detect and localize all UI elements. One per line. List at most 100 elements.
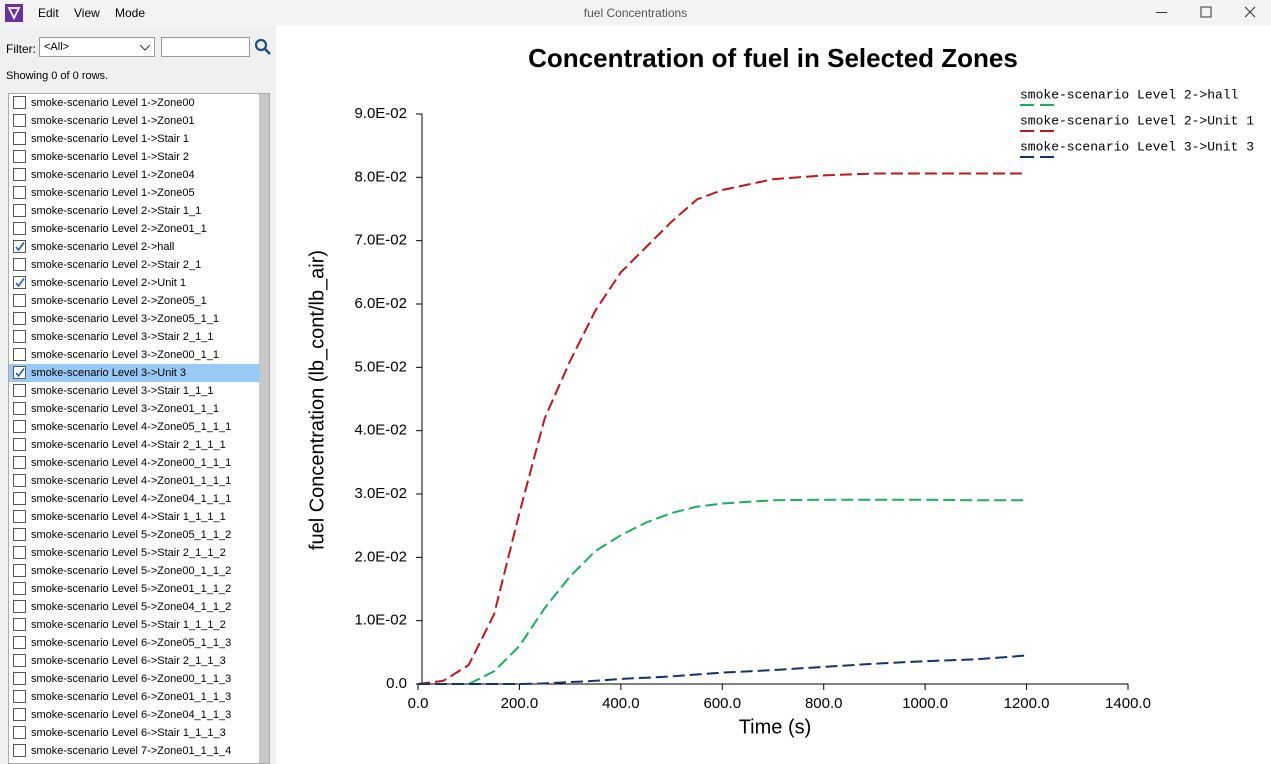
y-tick-label: 1.0E-02 <box>354 612 407 629</box>
list-row[interactable]: smoke-scenario Level 2->Zone01_1 <box>9 220 260 238</box>
checkbox[interactable] <box>13 240 26 253</box>
list-row[interactable]: smoke-scenario Level 1->Zone00 <box>9 94 260 112</box>
checkbox[interactable] <box>13 726 26 739</box>
list-row[interactable]: smoke-scenario Level 1->Zone01 <box>9 112 260 130</box>
row-label: smoke-scenario Level 5->Zone04_1_1_2 <box>31 601 232 613</box>
list-row[interactable]: smoke-scenario Level 2->Zone05_1 <box>9 292 260 310</box>
list-row[interactable]: smoke-scenario Level 6->Stair 1_1_1_3 <box>9 724 260 742</box>
checkbox[interactable] <box>13 96 26 109</box>
checkbox[interactable] <box>13 564 26 577</box>
checkbox[interactable] <box>13 636 26 649</box>
row-label: smoke-scenario Level 6->Zone05_1_1_3 <box>31 637 232 649</box>
checkbox[interactable] <box>13 402 26 415</box>
checkbox[interactable] <box>13 186 26 199</box>
row-label: smoke-scenario Level 1->Stair 2 <box>31 151 190 163</box>
maximize-button[interactable] <box>1200 6 1212 18</box>
list-row[interactable]: smoke-scenario Level 3->Stair 2_1_1 <box>9 328 260 346</box>
list-row[interactable]: smoke-scenario Level 3->Stair 1_1_1 <box>9 382 260 400</box>
checkbox[interactable] <box>13 384 26 397</box>
list-row[interactable]: smoke-scenario Level 6->Zone04_1_1_3 <box>9 706 260 724</box>
checkbox[interactable] <box>13 456 26 469</box>
close-button[interactable] <box>1244 6 1256 18</box>
y-tick-label: 8.0E-02 <box>354 168 407 185</box>
checkbox[interactable] <box>13 708 26 721</box>
checkbox[interactable] <box>13 348 26 361</box>
checkbox[interactable] <box>13 582 26 595</box>
list-row[interactable]: smoke-scenario Level 2->Stair 2_1 <box>9 256 260 274</box>
list-row[interactable]: smoke-scenario Level 5->Zone01_1_1_2 <box>9 580 260 598</box>
checkbox[interactable] <box>13 330 26 343</box>
menu-item[interactable]: Mode <box>115 6 146 20</box>
list-row[interactable]: smoke-scenario Level 5->Zone05_1_1_2 <box>9 526 260 544</box>
list-row[interactable]: smoke-scenario Level 1->Stair 1 <box>9 130 260 148</box>
checkbox[interactable] <box>13 672 26 685</box>
list-row[interactable]: smoke-scenario Level 4->Zone05_1_1_1 <box>9 418 260 436</box>
list-row[interactable]: smoke-scenario Level 2->Stair 1_1 <box>9 202 260 220</box>
y-tick-label: 6.0E-02 <box>354 295 407 312</box>
check-mark <box>15 278 25 288</box>
list-row[interactable]: smoke-scenario Level 5->Zone04_1_1_2 <box>9 598 260 616</box>
x-tick-label: 1200.0 <box>1004 695 1050 712</box>
list-row[interactable]: smoke-scenario Level 7->Zone01_1_1_4 <box>9 742 260 760</box>
checkbox[interactable] <box>13 618 26 631</box>
checkbox[interactable] <box>13 294 26 307</box>
list-row[interactable]: smoke-scenario Level 4->Stair 1_1_1_1 <box>9 508 260 526</box>
row-label: smoke-scenario Level 3->Zone00_1_1 <box>31 349 220 361</box>
checkbox[interactable] <box>13 276 26 289</box>
window-controls <box>1156 6 1256 18</box>
status-text: Showing 0 of 0 rows. <box>6 70 109 82</box>
list-row[interactable]: smoke-scenario Level 1->Zone04 <box>9 166 260 184</box>
list-row[interactable]: smoke-scenario Level 4->Zone00_1_1_1 <box>9 454 260 472</box>
list-row[interactable]: smoke-scenario Level 1->Zone05 <box>9 184 260 202</box>
checkbox[interactable] <box>13 132 26 145</box>
checkbox[interactable] <box>13 438 26 451</box>
checkbox[interactable] <box>13 600 26 613</box>
list-row[interactable]: smoke-scenario Level 4->Zone01_1_1_1 <box>9 472 260 490</box>
checkbox[interactable] <box>13 168 26 181</box>
menu-item[interactable]: View <box>74 6 100 20</box>
filter-select[interactable]: <All> <box>39 37 155 57</box>
y-tick-label: 4.0E-02 <box>354 422 407 439</box>
search-input[interactable] <box>161 37 250 57</box>
checkbox[interactable] <box>13 546 26 559</box>
checkbox[interactable] <box>13 528 26 541</box>
checkbox[interactable] <box>13 492 26 505</box>
list-row[interactable]: smoke-scenario Level 4->Zone04_1_1_1 <box>9 490 260 508</box>
list-row[interactable]: smoke-scenario Level 5->Zone00_1_1_2 <box>9 562 260 580</box>
checkbox[interactable] <box>13 654 26 667</box>
checkbox[interactable] <box>13 474 26 487</box>
series-line <box>417 172 1027 685</box>
list-row[interactable]: smoke-scenario Level 5->Stair 1_1_1_2 <box>9 616 260 634</box>
x-tick-label: 600.0 <box>704 695 742 712</box>
window-title: fuel Concentrations <box>583 6 688 20</box>
y-tick-label: 7.0E-02 <box>354 232 407 249</box>
list-row[interactable]: smoke-scenario Level 3->Unit 3 <box>9 364 260 382</box>
scrollbar[interactable] <box>259 94 269 763</box>
checkbox[interactable] <box>13 150 26 163</box>
checkbox[interactable] <box>13 744 26 757</box>
list-row[interactable]: smoke-scenario Level 2->Unit 1 <box>9 274 260 292</box>
checkbox[interactable] <box>13 510 26 523</box>
search-button[interactable] <box>254 38 272 56</box>
list-row[interactable]: smoke-scenario Level 6->Zone00_1_1_3 <box>9 670 260 688</box>
list-row[interactable]: smoke-scenario Level 5->Stair 2_1_1_2 <box>9 544 260 562</box>
checkbox[interactable] <box>13 114 26 127</box>
checkbox[interactable] <box>13 420 26 433</box>
checkbox[interactable] <box>13 690 26 703</box>
list-row[interactable]: smoke-scenario Level 3->Zone00_1_1 <box>9 346 260 364</box>
list-row[interactable]: smoke-scenario Level 4->Stair 2_1_1_1 <box>9 436 260 454</box>
list-row[interactable]: smoke-scenario Level 6->Zone01_1_1_3 <box>9 688 260 706</box>
list-row[interactable]: smoke-scenario Level 3->Zone01_1_1 <box>9 400 260 418</box>
list-row[interactable]: smoke-scenario Level 3->Zone05_1_1 <box>9 310 260 328</box>
checkbox[interactable] <box>13 258 26 271</box>
menu-item[interactable]: Edit <box>38 6 59 20</box>
checkbox[interactable] <box>13 312 26 325</box>
row-label: smoke-scenario Level 2->Stair 1_1 <box>31 205 202 217</box>
checkbox[interactable] <box>13 366 26 379</box>
list-row[interactable]: smoke-scenario Level 6->Zone05_1_1_3 <box>9 634 260 652</box>
checkbox[interactable] <box>13 204 26 217</box>
list-row[interactable]: smoke-scenario Level 6->Stair 2_1_1_3 <box>9 652 260 670</box>
list-row[interactable]: smoke-scenario Level 1->Stair 2 <box>9 148 260 166</box>
checkbox[interactable] <box>13 222 26 235</box>
list-row[interactable]: smoke-scenario Level 2->hall <box>9 238 260 256</box>
